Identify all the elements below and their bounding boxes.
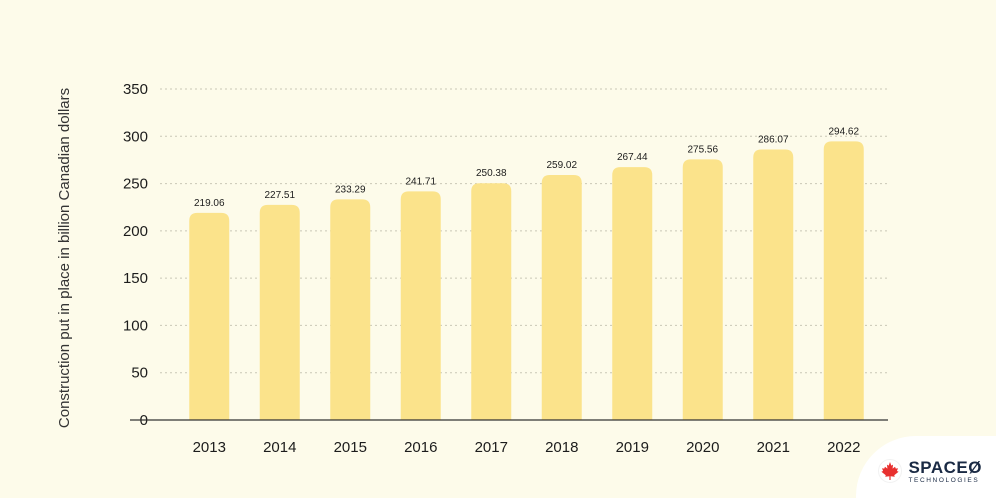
x-tick-label: 2022	[827, 439, 860, 456]
data-label: 233.29	[335, 184, 366, 195]
x-tick-label: 2014	[263, 439, 296, 456]
bar	[259, 204, 300, 420]
bar	[682, 159, 723, 420]
maple-leaf-icon	[878, 459, 903, 484]
bar	[823, 141, 864, 420]
x-tick-label: 2021	[757, 439, 790, 456]
data-label: 241.71	[405, 176, 436, 187]
y-tick-label: 200	[123, 223, 148, 240]
data-label: 267.44	[617, 152, 648, 163]
y-tick-label: 350	[123, 81, 148, 98]
bar	[541, 175, 582, 420]
data-label: 250.38	[476, 168, 507, 179]
y-tick-label: 100	[123, 317, 148, 334]
data-label: 286.07	[758, 134, 789, 145]
logo-brand-text: SPACEØ	[908, 457, 982, 477]
bar	[400, 191, 441, 420]
bars	[189, 141, 864, 420]
bar	[189, 212, 230, 420]
x-tick-label: 2019	[616, 439, 649, 456]
bar	[753, 149, 794, 420]
data-label: 219.06	[194, 198, 225, 209]
y-tick-label: 250	[123, 176, 148, 193]
bar	[471, 183, 512, 420]
y-tick-label: 300	[123, 128, 148, 145]
y-tick-label: 50	[131, 365, 148, 382]
y-axis-ticks: 050100150200250300350	[123, 81, 148, 429]
data-label: 259.02	[546, 160, 577, 171]
x-tick-label: 2016	[404, 439, 437, 456]
x-tick-label: 2013	[193, 439, 226, 456]
y-tick-label: 150	[123, 270, 148, 287]
company-logo: SPACEØ TECHNOLOGIES	[878, 459, 982, 485]
x-tick-label: 2015	[334, 439, 367, 456]
x-axis-ticks: 2013 2014 2015 2016 2017 2018 2019 2020 2021 2022	[193, 439, 861, 456]
logo-subtitle-text: TECHNOLOGIES	[908, 476, 980, 484]
x-tick-label: 2020	[686, 439, 719, 456]
x-tick-label: 2018	[545, 439, 578, 456]
data-label: 294.62	[828, 126, 859, 137]
y-axis-label: Construction put in place in billion Can…	[56, 88, 73, 428]
data-labels: 219.06 227.51 233.29 241.71 250.38 259.02 267.…	[194, 126, 860, 208]
bar	[330, 199, 371, 420]
bar	[612, 167, 653, 420]
data-label: 227.51	[264, 190, 295, 201]
x-tick-label: 2017	[475, 439, 508, 456]
data-label: 275.56	[687, 144, 718, 155]
